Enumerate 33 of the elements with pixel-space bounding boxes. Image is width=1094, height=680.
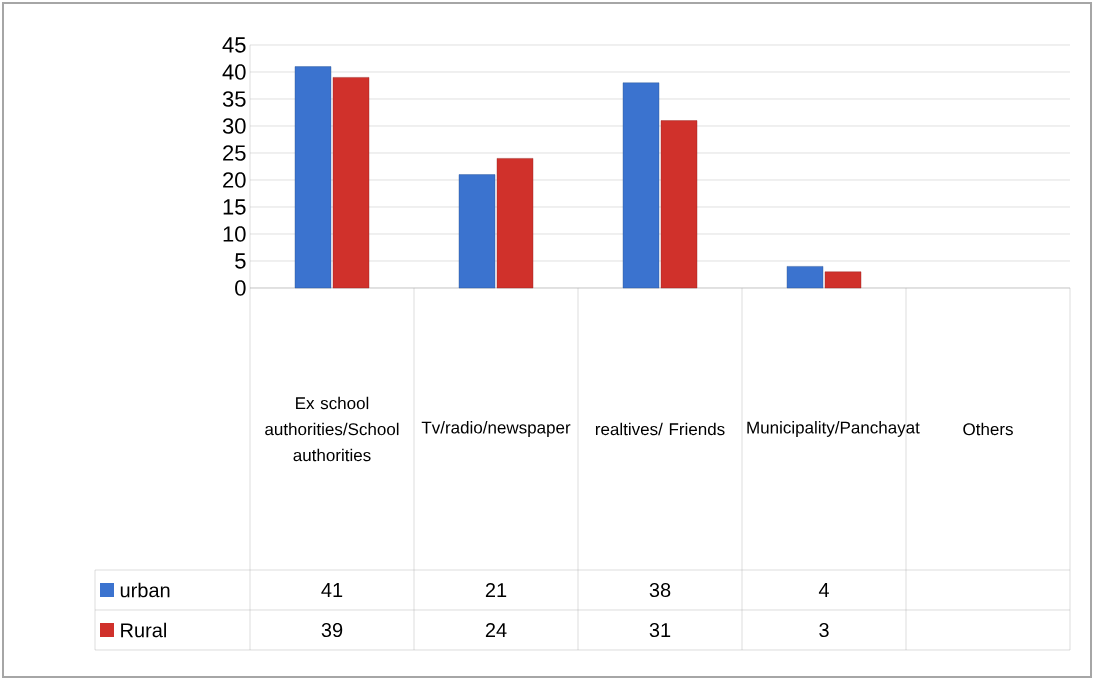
y-tick-label: 15 xyxy=(223,199,246,215)
legend-label: urban xyxy=(120,582,170,598)
y-tick-label: 0 xyxy=(235,280,246,296)
data-label: 24 xyxy=(485,623,507,637)
data-label: 41 xyxy=(321,583,343,597)
data-label: 4 xyxy=(818,583,829,597)
data-label: 31 xyxy=(649,622,671,638)
bar xyxy=(458,174,496,289)
y-tick-label: 5 xyxy=(235,253,246,269)
y-tick-label: 30 xyxy=(222,118,246,134)
x-tick-label: realtives/ Friends xyxy=(595,422,725,436)
x-tick-label: Ex school authorities/School authorities xyxy=(265,396,399,462)
data-label: 3 xyxy=(819,622,829,638)
bar xyxy=(824,271,862,289)
y-tick-label: 40 xyxy=(222,64,246,80)
legend-label: Rural xyxy=(121,622,166,638)
data-label: 38 xyxy=(649,582,671,598)
y-tick-label: 25 xyxy=(223,145,246,161)
bar xyxy=(496,158,534,289)
y-tick-label: 10 xyxy=(223,226,246,242)
y-tick-label: 20 xyxy=(223,172,246,188)
x-tick-label: Municipality/Panchayat xyxy=(747,421,920,437)
bar xyxy=(660,120,698,289)
bar xyxy=(786,266,824,289)
x-tick-label: Others xyxy=(963,422,1013,436)
bar xyxy=(622,82,660,289)
data-label: 21 xyxy=(485,583,507,597)
bar xyxy=(294,66,332,289)
data-label: 39 xyxy=(321,622,343,638)
y-tick-label: 45 xyxy=(222,37,246,53)
bar xyxy=(332,77,370,289)
x-tick-label: Tv/radio/newspaper xyxy=(421,421,571,437)
y-tick-label: 35 xyxy=(222,91,246,107)
